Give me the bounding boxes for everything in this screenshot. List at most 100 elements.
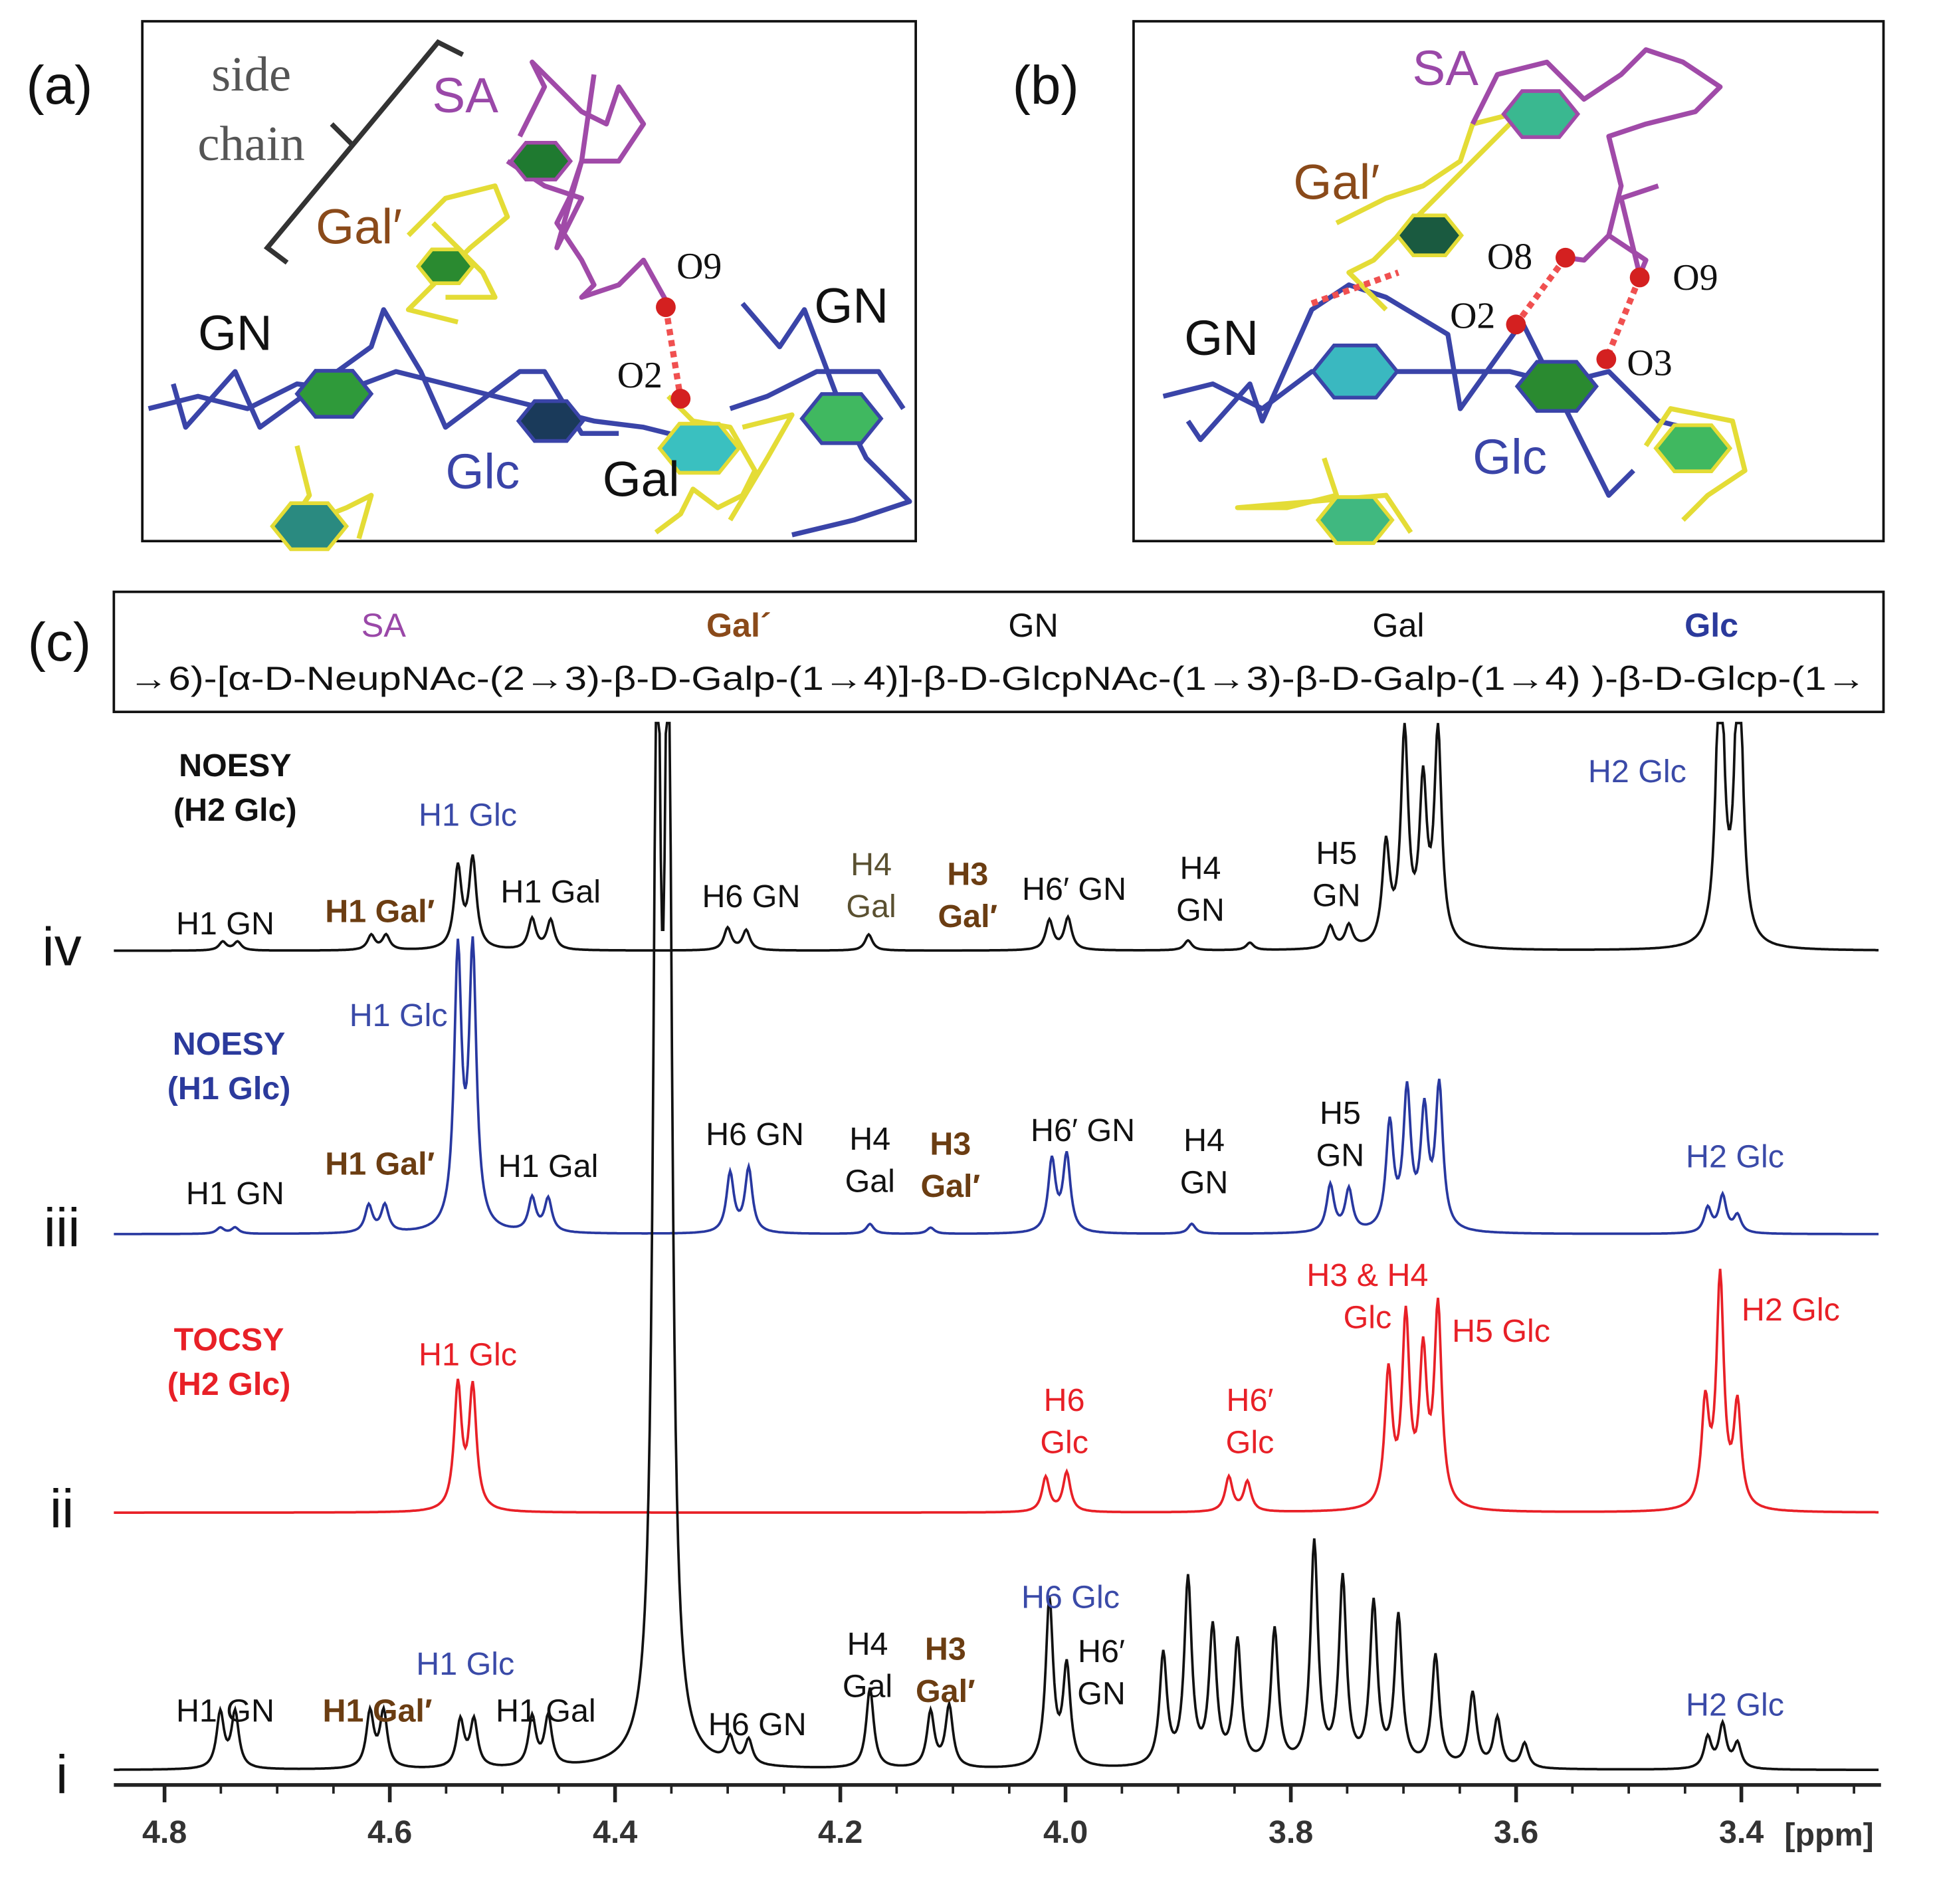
peak-label: H6 GN [706, 1116, 804, 1152]
x-tick-label: 3.8 [1269, 1814, 1313, 1850]
label: GN [1184, 310, 1259, 366]
peak-label: H1 Glc [419, 797, 517, 833]
experiment-label: (H1 Glc) [167, 1071, 291, 1107]
residue: GN [1008, 606, 1058, 644]
peak-label: H4 [1180, 850, 1221, 886]
residue: Gal´ [706, 606, 771, 644]
peak-label: Gal′ [916, 1673, 975, 1709]
peak-label: H6′ [1078, 1634, 1125, 1669]
spectrum-line [114, 1269, 1879, 1515]
peak-label: H2 Glc [1686, 1138, 1784, 1174]
peak-label: H2 Glc [1588, 754, 1686, 790]
molecule-a [148, 39, 912, 552]
peak-label: H4 [1183, 1122, 1225, 1158]
label: Gal′ [1293, 154, 1379, 209]
spectrum-label: iii [44, 1198, 80, 1258]
peak-label: H1 Gal [496, 1693, 596, 1729]
peak-label: H6 [1044, 1382, 1085, 1418]
experiment-label: NOESY [173, 1026, 285, 1062]
residue: SA [361, 606, 407, 644]
residue: Gal [1372, 606, 1424, 644]
peak-label: H6′ GN [1022, 871, 1126, 907]
label: O2 [1450, 296, 1495, 337]
axis-unit: [ppm] [1784, 1817, 1873, 1853]
peak-label: H1 Gal′ [323, 1693, 433, 1729]
x-tick-label: 3.6 [1494, 1814, 1538, 1850]
spectra [114, 722, 1879, 1772]
peak-label: Glc [1344, 1299, 1392, 1335]
sequence-box [112, 590, 1885, 714]
peak-label: H1 Glc [416, 1646, 514, 1682]
x-tick-label: 4.6 [367, 1814, 412, 1850]
peak-label: H1 Glc [350, 998, 448, 1033]
residue: Glc [1684, 606, 1738, 644]
spectrum-label: ii [50, 1479, 74, 1539]
x-tick-label: 4.8 [142, 1814, 187, 1850]
spectrum-line [114, 722, 1879, 952]
panel-letter: (c) [28, 612, 92, 673]
peak-label: H1 Gal′ [325, 894, 435, 930]
panel-letter: (b) [1013, 55, 1079, 116]
label: side [211, 48, 291, 102]
peak-label: H4 [849, 1121, 890, 1157]
peak-label: GN [1312, 877, 1361, 913]
label: O8 [1487, 236, 1532, 277]
peak-label: H6′ GN [1031, 1112, 1135, 1148]
label: Gal [603, 451, 680, 506]
label: O3 [1627, 342, 1672, 383]
label: GN [198, 306, 272, 361]
x-tick-label: 3.4 [1719, 1814, 1764, 1850]
label: O9 [676, 246, 722, 287]
molecule-b [1162, 47, 1748, 545]
peak-label: Gal [845, 1164, 895, 1200]
peak-label: Gal′ [938, 899, 998, 934]
peak-label: H4 [851, 847, 892, 883]
peak-label: H1 GN [176, 906, 274, 942]
peak-label: H1 Gal′ [325, 1146, 435, 1182]
peak-label: H6′ [1226, 1382, 1273, 1418]
label: Gal′ [316, 199, 402, 254]
peak-label: H1 Gal [498, 1148, 599, 1184]
spectrum-line [114, 936, 1879, 1235]
peak-label: Glc [1040, 1425, 1088, 1461]
peak-label: H6 Glc [1021, 1579, 1120, 1615]
peak-label: H3 [925, 1632, 966, 1667]
peak-label: H6 GN [702, 879, 800, 914]
peak-label: H6 GN [708, 1707, 807, 1743]
label: O9 [1673, 257, 1718, 298]
peak-label: H4 [847, 1626, 888, 1662]
peak-label: H2 Glc [1742, 1292, 1840, 1328]
panel-frame [141, 20, 918, 543]
x-tick-label: 4.4 [593, 1814, 637, 1850]
label: GN [814, 278, 888, 334]
peak-label: H3 & H4 [1306, 1257, 1428, 1293]
peak-label: H1 Glc [419, 1336, 517, 1372]
panel-letter: (a) [26, 55, 92, 116]
peak-label: H1 Gal [500, 874, 601, 910]
peak-label: H3 [947, 857, 988, 893]
peak-label: H5 Glc [1452, 1313, 1550, 1349]
peak-label: GN [1077, 1676, 1126, 1712]
label: SA [1413, 41, 1479, 96]
label: Glc [445, 444, 520, 499]
peak-label: GN [1180, 1164, 1229, 1200]
peak-label: Gal [846, 889, 896, 924]
label: Glc [1473, 429, 1547, 484]
peak-label: H1 GN [176, 1693, 274, 1729]
spectrum-label: i [56, 1745, 68, 1805]
peak-label: Glc [1226, 1425, 1274, 1461]
peak-label: Gal′ [920, 1168, 980, 1204]
peak-label: GN [1316, 1137, 1365, 1173]
experiment-label: (H2 Glc) [173, 792, 297, 828]
experiment-label: (H2 Glc) [167, 1366, 291, 1402]
experiment-label: TOCSY [174, 1322, 284, 1358]
peak-label: H2 Glc [1686, 1687, 1784, 1723]
peak-label: H5 [1316, 835, 1357, 871]
spectrum-label: iv [43, 916, 82, 977]
peak-label: H1 GN [186, 1176, 284, 1212]
label: O2 [617, 355, 662, 396]
x-tick-label: 4.0 [1043, 1814, 1088, 1850]
spectrum-line [114, 722, 1879, 1772]
label: chain [197, 117, 304, 171]
